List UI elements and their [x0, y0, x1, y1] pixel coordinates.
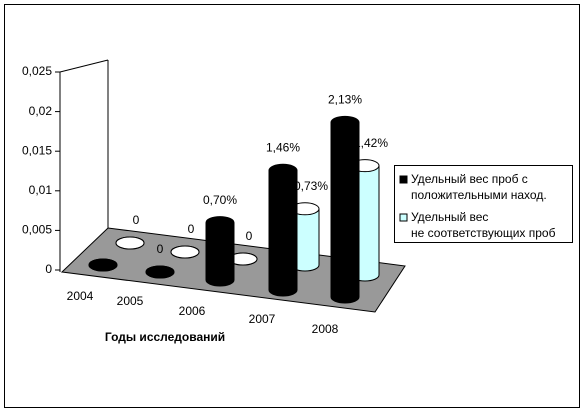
cylinder [115, 236, 145, 250]
value-label: 0 [246, 229, 253, 243]
cylinder [145, 265, 175, 279]
cylinder-body [331, 122, 359, 297]
legend-swatch [399, 175, 408, 184]
y-tick-label: 0,005 [22, 223, 52, 237]
value-label: 1,46% [266, 140, 300, 154]
value-label: 2,13% [328, 93, 362, 107]
y-tick-label: 0,025 [22, 64, 52, 78]
axis-top [59, 59, 109, 73]
x-tick-label: 2008 [312, 322, 339, 336]
cylinder-body [269, 170, 297, 290]
x-tick-label: 2004 [67, 289, 94, 303]
y-tick-label: 0,01 [29, 183, 53, 197]
cylinder-top [145, 265, 175, 279]
cylinder-top [170, 245, 200, 259]
x-axis-title: Годы исследований [105, 330, 225, 344]
legend [394, 165, 573, 243]
y-tick-label: 0 [45, 262, 52, 276]
cylinder-top [88, 258, 118, 272]
value-label: 0 [157, 242, 164, 256]
value-label: 0,73% [294, 179, 328, 193]
legend-label: Удельный вес не соответствующих проб [411, 210, 556, 240]
value-label: 0 [133, 213, 140, 227]
value-label: 0 [188, 222, 195, 236]
y-tick-label: 0,015 [22, 143, 52, 157]
cylinder-top [205, 216, 235, 230]
cylinder [268, 163, 298, 297]
value-label: 1,42% [354, 136, 388, 150]
cylinder-top [330, 115, 360, 129]
cylinder [170, 245, 200, 259]
cylinder [205, 216, 235, 287]
x-tick-label: 2005 [117, 294, 144, 308]
cylinder-body [206, 222, 234, 280]
cylinder-top [115, 236, 145, 250]
cylinder [330, 115, 360, 304]
y-tick-label: 0,02 [29, 104, 53, 118]
legend-label: Удельный вес проб с положительными наход. [411, 172, 547, 202]
x-tick-label: 2007 [249, 312, 276, 326]
legend-swatch [399, 213, 408, 222]
cylinder [88, 258, 118, 272]
cylinder-top [268, 163, 298, 177]
value-label: 0,70% [203, 193, 237, 207]
x-tick-label: 2006 [179, 304, 206, 318]
